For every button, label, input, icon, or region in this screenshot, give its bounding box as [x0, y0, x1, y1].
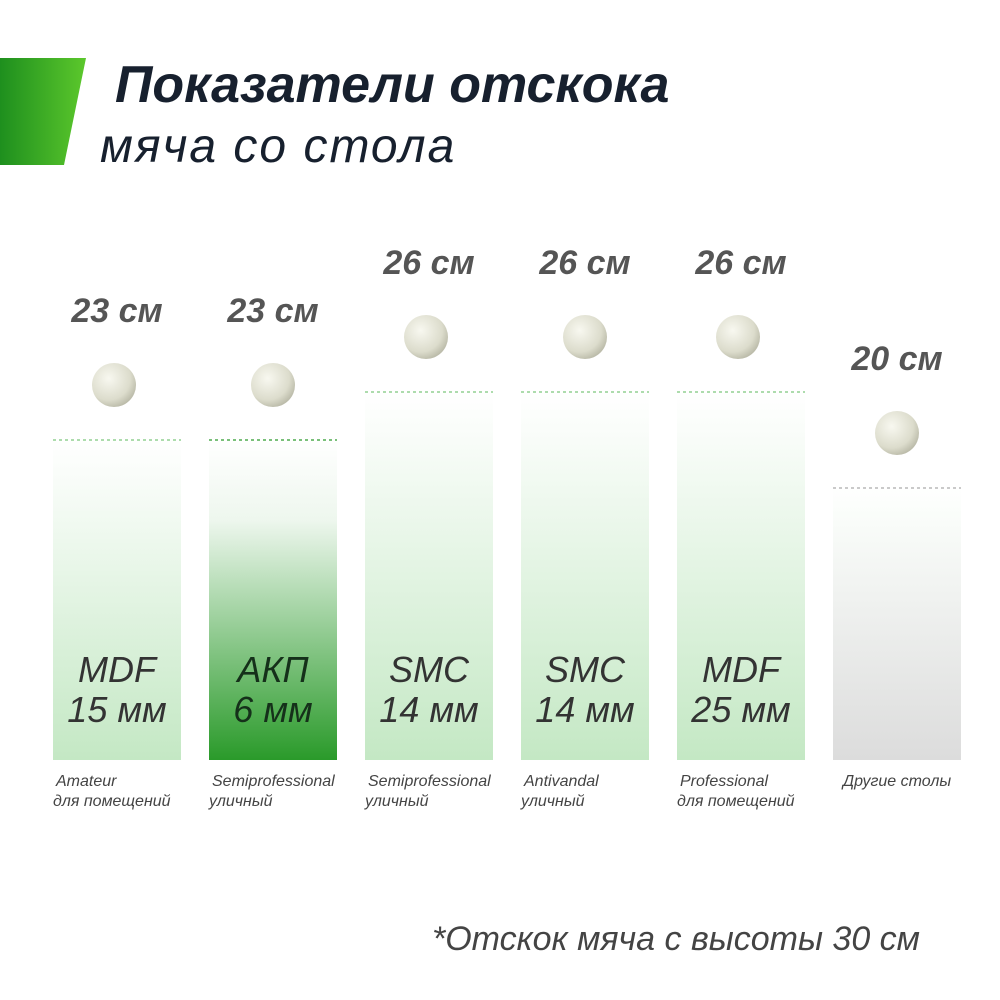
- category-note: уличный: [520, 793, 585, 810]
- ball: [251, 363, 295, 407]
- thickness-label: 6 мм: [233, 689, 312, 730]
- material-label: SMC: [545, 649, 626, 690]
- thickness-label: 14 мм: [379, 689, 478, 730]
- ball: [404, 315, 448, 359]
- accent-flag: [0, 58, 86, 165]
- value-label: 26 см: [694, 244, 786, 282]
- bar: [521, 392, 649, 760]
- category-label: Amateur: [55, 773, 117, 790]
- material-label: MDF: [78, 649, 158, 690]
- category-label: Другие столы: [841, 773, 951, 790]
- category-note: уличный: [208, 793, 273, 810]
- bar: [677, 392, 805, 760]
- value-label: 23 см: [226, 292, 318, 330]
- bar: [209, 440, 337, 760]
- ball: [716, 315, 760, 359]
- chart-title: Показатели отскока: [115, 56, 669, 114]
- footnote: *Отскок мяча с высоты 30 см: [432, 920, 920, 958]
- value-label: 23 см: [70, 292, 162, 330]
- ball: [563, 315, 607, 359]
- ball: [92, 363, 136, 407]
- thickness-label: 15 мм: [67, 689, 166, 730]
- category-label: Professional: [680, 773, 768, 790]
- bar: [365, 392, 493, 760]
- bar: [833, 488, 961, 760]
- chart-subtitle: мяча со стола: [100, 120, 456, 173]
- category-label: Semiprofessional: [212, 773, 335, 790]
- ball: [875, 411, 919, 455]
- value-label: 20 см: [850, 340, 942, 378]
- category-label: Semiprofessional: [368, 773, 491, 790]
- thickness-label: 14 мм: [535, 689, 634, 730]
- bar: [53, 440, 181, 760]
- value-label: 26 см: [538, 244, 630, 282]
- category-note: для помещений: [53, 793, 171, 810]
- material-label: АКП: [235, 649, 309, 690]
- material-label: SMC: [389, 649, 470, 690]
- value-label: 26 см: [382, 244, 474, 282]
- material-label: MDF: [702, 649, 782, 690]
- category-note: для помещений: [677, 793, 795, 810]
- thickness-label: 25 мм: [690, 689, 790, 730]
- category-note: уличный: [364, 793, 429, 810]
- category-label: Antivandal: [523, 773, 599, 790]
